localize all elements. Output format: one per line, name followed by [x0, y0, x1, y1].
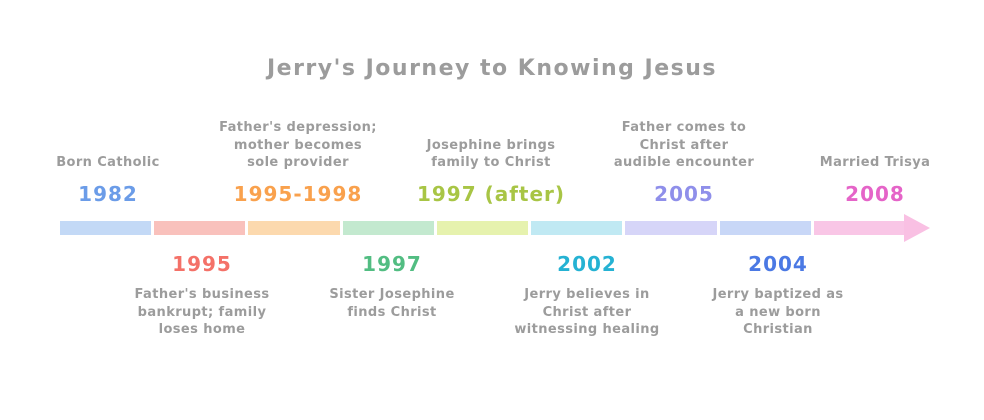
event-label: Jerry baptized as a new born Christian [712, 287, 844, 338]
timeline-segment [531, 221, 626, 235]
event-label: Father comes to Christ after audible enc… [613, 120, 755, 171]
timeline-event-top: Father comes to Christ after audible enc… [584, 119, 784, 206]
timeline-bar [60, 221, 905, 235]
event-year: 1997 [362, 252, 422, 276]
timeline-event-bottom: 1995 Father's business bankrupt; family … [102, 252, 302, 339]
page-title: Jerry's Journey to Knowing Jesus [266, 56, 718, 81]
event-year: 1982 [78, 182, 138, 206]
event-year: 1995-1998 [233, 182, 363, 206]
event-year: 1995 [172, 252, 232, 276]
timeline-segment [154, 221, 249, 235]
timeline-segment [719, 221, 814, 235]
event-year: 2004 [748, 252, 808, 276]
timeline-event-top: Josephine brings family to Christ 1997 (… [391, 137, 591, 206]
timeline-event-bottom: 1997 Sister Josephine finds Christ [292, 252, 492, 321]
event-label: Born Catholic [56, 155, 160, 171]
event-label: Married Trisya [819, 155, 931, 171]
timeline-event-top: Married Trisya 2008 [775, 154, 975, 206]
timeline-segment [60, 221, 155, 235]
timeline-arrowhead-icon [904, 214, 930, 242]
timeline-event-bottom: 2004 Jerry baptized as a new born Christ… [678, 252, 878, 339]
timeline-event-bottom: 2002 Jerry believes in Christ after witn… [487, 252, 687, 339]
timeline-event-top: Father's depression; mother becomes sole… [198, 119, 398, 206]
event-label: Jerry believes in Christ after witnessin… [514, 287, 660, 338]
event-year: 2008 [845, 182, 905, 206]
timeline-segment [248, 221, 343, 235]
timeline-segment [813, 221, 905, 235]
event-label: Father's business bankrupt; family loses… [134, 287, 270, 338]
event-year: 2002 [557, 252, 617, 276]
event-year: 2005 [654, 182, 714, 206]
event-label: Josephine brings family to Christ [426, 137, 556, 171]
timeline-segment [436, 221, 532, 235]
event-label: Father's depression; mother becomes sole… [219, 120, 377, 171]
event-year: 1997 (after) [416, 182, 566, 206]
timeline-event-top: Born Catholic 1982 [8, 154, 208, 206]
timeline-segment [625, 221, 720, 235]
event-label: Sister Josephine finds Christ [329, 287, 455, 320]
timeline-segment [342, 221, 437, 235]
